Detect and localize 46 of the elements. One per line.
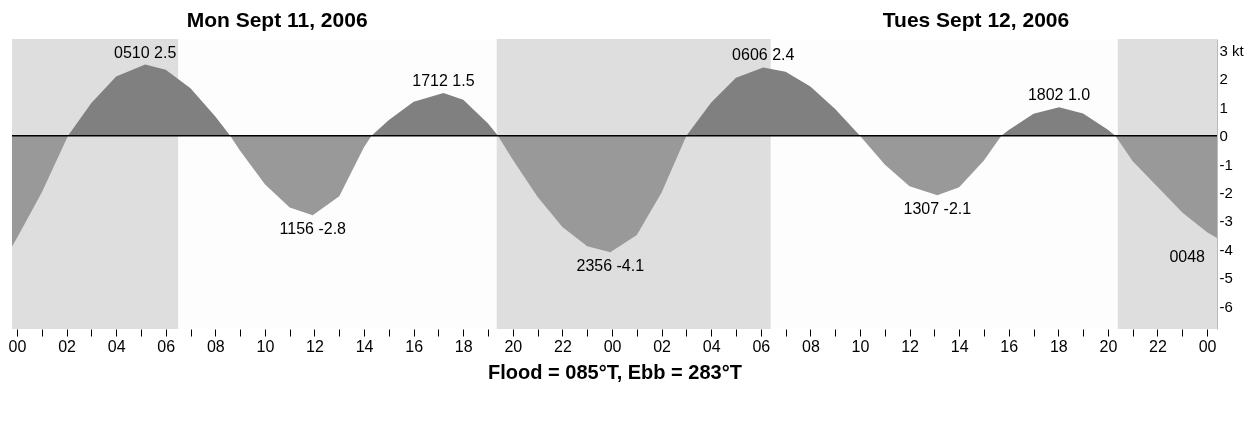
x-tick-label: 22 (1149, 337, 1167, 355)
x-tick-label: 08 (206, 337, 225, 355)
x-tick-label: 02 (58, 337, 77, 355)
y-tick-label: -5 (1219, 269, 1233, 287)
annotation: 0048 (1169, 247, 1206, 265)
x-tick-label: 04 (702, 337, 721, 355)
annotation: 0606 2.4 (732, 46, 795, 64)
x-tick-label: 08 (801, 337, 820, 355)
x-tick-label: 16 (405, 337, 424, 355)
y-tick-label: 3 kt (1219, 41, 1245, 59)
x-tick-label: 00 (603, 337, 622, 355)
x-axis-title: Flood = 085°T, Ebb = 283°T (488, 360, 742, 383)
y-tick-label: 1 (1219, 98, 1228, 116)
chart-title: Mon Sept 11, 2006 (186, 8, 368, 31)
x-tick-label: 06 (157, 337, 176, 355)
y-tick-label: 0 (1219, 127, 1228, 145)
annotation: 0510 2.5 (114, 43, 177, 61)
x-tick-label: 04 (107, 337, 126, 355)
x-tick-label: 00 (8, 337, 27, 355)
x-tick-label: 02 (653, 337, 672, 355)
x-tick-label: 16 (1000, 337, 1019, 355)
annotation: 1712 1.5 (412, 72, 475, 90)
x-tick-label: 18 (1049, 337, 1068, 355)
x-tick-label: 14 (950, 337, 969, 355)
x-tick-label: 10 (851, 337, 870, 355)
y-tick-label: -6 (1219, 297, 1233, 315)
y-tick-label: -1 (1219, 155, 1233, 173)
x-tick-label: 00 (1198, 337, 1217, 355)
x-tick-label: 20 (1099, 337, 1118, 355)
x-tick-label: 10 (256, 337, 275, 355)
x-tick-label: 18 (454, 337, 473, 355)
x-tick-label: 06 (752, 337, 771, 355)
y-tick-label: -2 (1219, 184, 1233, 202)
x-tick-label: 14 (355, 337, 374, 355)
annotation: 1802 1.0 (1027, 86, 1091, 104)
annotation: 2356 -4.1 (576, 257, 645, 275)
y-tick-label: -4 (1219, 240, 1233, 258)
y-tick-label: -3 (1219, 212, 1233, 230)
y-tick-label: 2 (1219, 70, 1228, 88)
chart-subtitle: Tues Sept 12, 2006 (882, 8, 1070, 31)
x-tick-label: 22 (554, 337, 572, 355)
x-tick-label: 20 (504, 337, 523, 355)
x-tick-label: 12 (306, 337, 324, 355)
annotation: 1156 -2.8 (279, 220, 347, 238)
annotation: 1307 -2.1 (903, 200, 972, 218)
x-tick-label: 12 (901, 337, 920, 355)
